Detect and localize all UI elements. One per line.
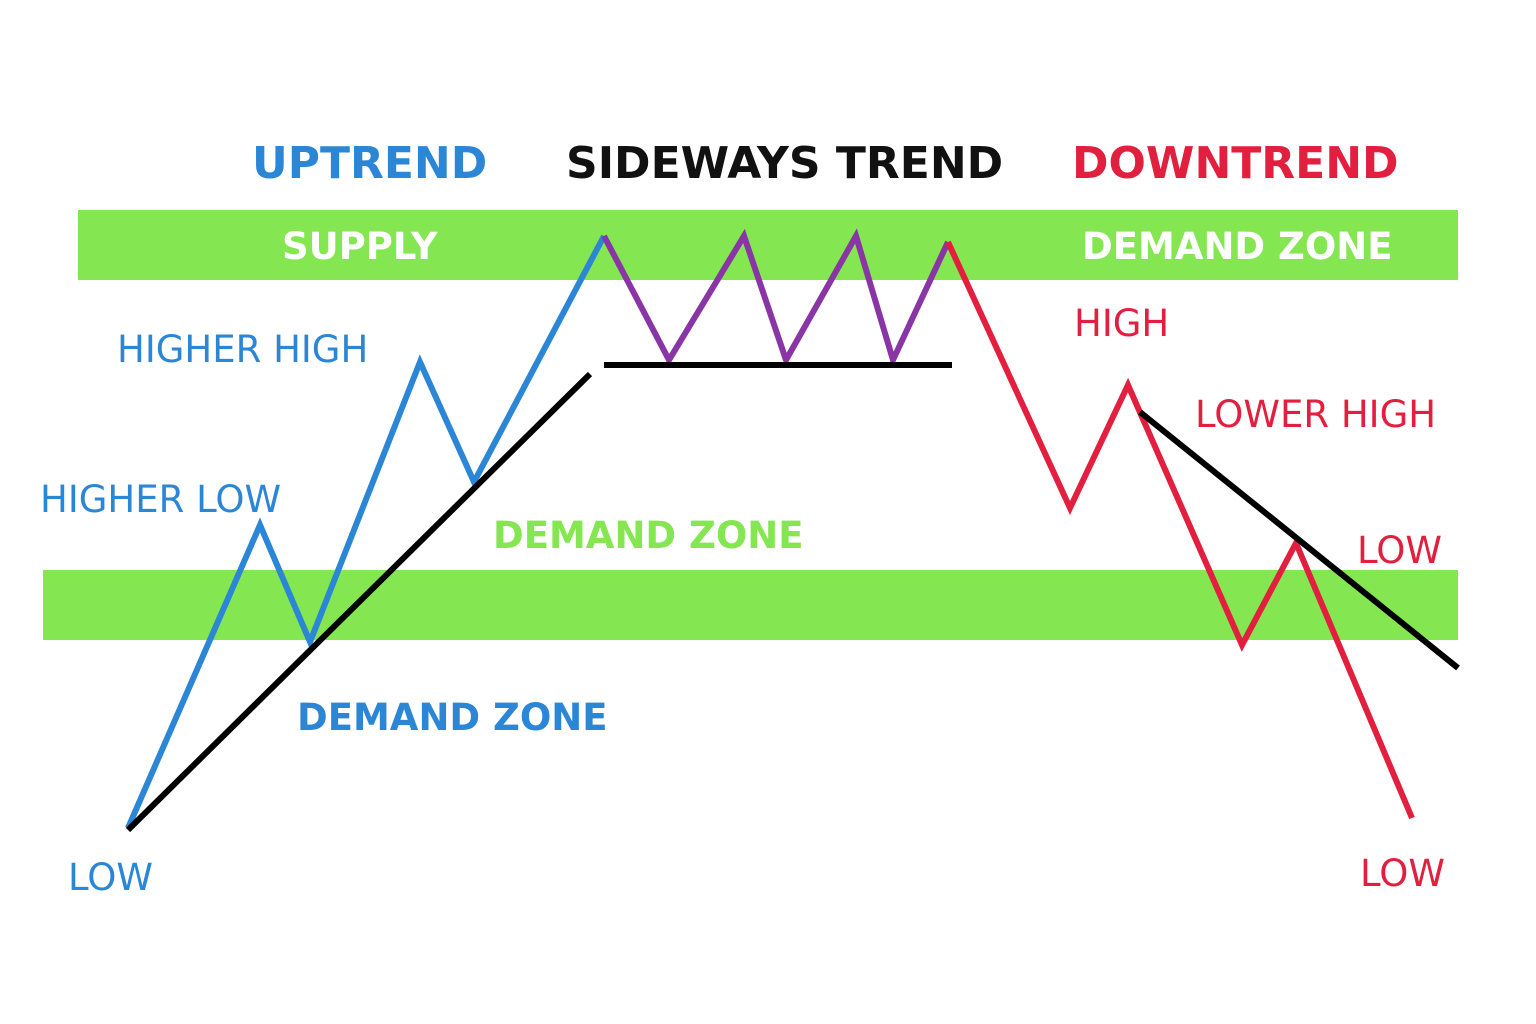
uptrend-support-trendline — [125, 371, 593, 833]
supply-zone-band — [78, 210, 1458, 280]
downtrend-resistance-trendline — [1138, 409, 1460, 671]
uptrend-low-label: LOW — [68, 856, 153, 899]
supply-label: SUPPLY — [282, 225, 439, 268]
demand-zone-label-top-right: DEMAND ZONE — [1082, 225, 1393, 268]
uptrend-heading: UPTREND — [252, 138, 487, 189]
downtrend-price-line — [945, 240, 1415, 820]
sideways-heading: SIDEWAYS TREND — [566, 138, 1003, 189]
sideways-price-line — [601, 228, 951, 369]
downtrend-low-label-bottom: LOW — [1360, 852, 1445, 895]
downtrend-heading: DOWNTREND — [1072, 138, 1399, 189]
downtrend-low-label-mid: LOW — [1357, 529, 1442, 572]
demand-zone-band — [43, 570, 1458, 640]
uptrend-price-line — [125, 234, 607, 830]
demand-zone-label-middle: DEMAND ZONE — [493, 514, 804, 557]
demand-zone-label-bottom: DEMAND ZONE — [297, 696, 608, 739]
higher-high-label: HIGHER HIGH — [117, 328, 368, 371]
higher-low-label: HIGHER LOW — [40, 478, 281, 521]
high-label: HIGH — [1074, 302, 1169, 345]
lower-high-label: LOWER HIGH — [1195, 393, 1436, 436]
